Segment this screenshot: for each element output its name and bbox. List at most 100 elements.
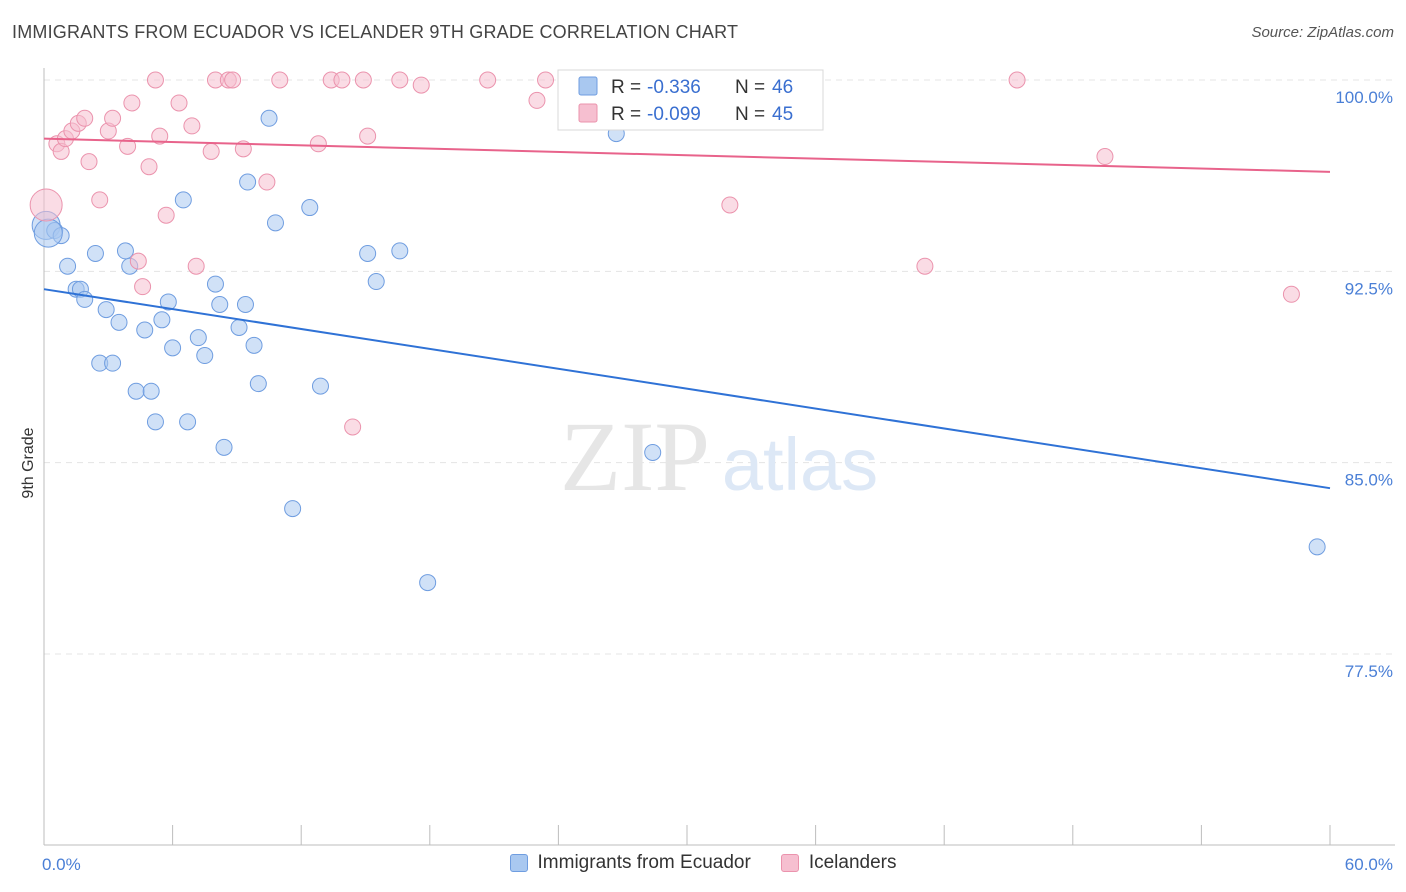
data-point-ecuador <box>644 443 662 461</box>
bottom-legend-label-icelanders: Icelanders <box>808 852 897 873</box>
data-point-ecuador <box>266 214 284 232</box>
data-point-icelander <box>91 191 109 209</box>
data-point-ecuador <box>196 347 214 365</box>
data-point-ecuador <box>164 339 182 357</box>
chart-title: IMMIGRANTS FROM ECUADOR VS ICELANDER 9TH… <box>12 22 739 42</box>
data-point-ecuador <box>301 199 319 217</box>
data-point-icelander <box>916 257 934 275</box>
data-point-ecuador <box>1308 538 1326 556</box>
data-point-ecuador <box>127 382 145 400</box>
legend-r-label-1: R = <box>611 77 641 98</box>
legend-n-value-1: 46 <box>772 77 793 98</box>
data-point-icelander <box>80 153 98 171</box>
data-point-ecuador <box>59 257 77 275</box>
data-point-icelander <box>271 71 289 89</box>
data-point-icelander <box>1282 285 1300 303</box>
y-tick-label: 77.5% <box>1345 662 1393 681</box>
data-point-ecuador <box>33 218 63 248</box>
bottom-legend-item-icelanders: Icelanders <box>780 852 897 874</box>
y-axis-title: 9th Grade <box>20 427 37 498</box>
y-tick-label: 85.0% <box>1345 471 1393 490</box>
data-point-icelander <box>157 206 175 224</box>
data-point-ecuador <box>391 242 409 260</box>
data-point-ecuador <box>367 273 385 291</box>
x-tick-label: 0.0% <box>42 855 81 874</box>
data-point-icelander <box>104 109 122 127</box>
trend-line-ecuador <box>43 288 1331 490</box>
data-point-icelander <box>29 188 63 222</box>
data-point-ecuador <box>97 301 115 319</box>
data-point-ecuador <box>311 377 329 395</box>
data-point-icelander <box>309 135 327 153</box>
data-point-icelander <box>134 278 152 296</box>
data-point-icelander <box>76 109 94 127</box>
data-point-icelander <box>359 127 377 145</box>
stats-legend-box <box>557 69 824 131</box>
data-point-ecuador <box>142 382 160 400</box>
data-point-icelander <box>333 71 351 89</box>
data-point-icelander <box>1008 71 1026 89</box>
data-point-icelander <box>344 418 362 436</box>
data-point-ecuador <box>260 109 278 127</box>
trend-line-icelanders <box>43 137 1331 173</box>
source-label: Source: ZipAtlas.com <box>1251 24 1394 41</box>
data-point-ecuador <box>136 321 154 339</box>
trend-lines <box>43 137 1331 490</box>
bottom-legend-label-ecuador: Immigrants from Ecuador <box>537 852 751 873</box>
data-point-ecuador <box>159 293 177 311</box>
data-point-ecuador <box>104 354 122 372</box>
data-point-icelander <box>119 137 137 155</box>
data-point-icelander <box>146 71 164 89</box>
watermark: ZIP atlas <box>560 401 878 512</box>
data-point-ecuador <box>245 336 263 354</box>
bottom-legend: Immigrants from Ecuador Icelanders <box>0 852 1406 874</box>
data-point-icelander <box>140 158 158 176</box>
legend-r-value-2: -0.099 <box>647 104 701 125</box>
tick-labels: 100.0% 92.5% 85.0% 77.5% 0.0% 60.0% <box>42 88 1393 874</box>
legend-swatch-pink <box>578 103 598 123</box>
data-point-icelander <box>183 117 201 135</box>
data-point-ecuador <box>236 295 254 313</box>
legend-n-value-2: 45 <box>772 104 793 125</box>
data-point-icelander <box>151 127 169 145</box>
data-point-ecuador <box>153 311 171 329</box>
data-point-ecuador <box>86 244 104 262</box>
data-point-ecuador <box>206 275 224 293</box>
data-point-icelander <box>721 196 739 214</box>
data-point-ecuador <box>174 191 192 209</box>
data-point-ecuador <box>215 438 233 456</box>
bottom-legend-swatch-blue <box>509 854 528 872</box>
x-tick-label: 60.0% <box>1345 855 1393 874</box>
data-point-icelander <box>528 91 546 109</box>
data-point-icelander <box>479 71 497 89</box>
y-tick-label: 100.0% <box>1335 88 1393 107</box>
data-point-icelander <box>224 71 242 89</box>
bottom-legend-item-ecuador: Immigrants from Ecuador <box>509 852 751 874</box>
data-point-icelander <box>537 71 555 89</box>
data-point-ecuador <box>284 500 302 518</box>
legend-r-label-2: R = <box>611 104 641 125</box>
data-point-ecuador <box>249 375 267 393</box>
data-point-icelander <box>187 257 205 275</box>
data-point-icelander <box>202 142 220 160</box>
data-point-icelander <box>354 71 372 89</box>
data-point-icelander <box>123 94 141 112</box>
data-point-icelander <box>170 94 188 112</box>
series-icelanders <box>29 71 1300 436</box>
data-point-icelander <box>1096 148 1114 166</box>
axes <box>43 68 1395 846</box>
data-point-ecuador <box>211 295 229 313</box>
data-point-ecuador <box>189 329 207 347</box>
data-point-icelander <box>258 173 276 191</box>
data-point-ecuador <box>419 574 437 592</box>
legend-n-label-1: N = <box>735 77 765 98</box>
stats-legend: R = -0.336 N = 46 R = -0.099 N = 45 <box>557 69 824 131</box>
watermark-zip: ZIP <box>560 401 710 512</box>
bottom-legend-swatch-pink <box>780 854 799 872</box>
data-point-ecuador <box>359 244 377 262</box>
data-point-ecuador <box>239 173 257 191</box>
series-immigrants-ecuador <box>31 109 1326 592</box>
data-point-ecuador <box>146 413 164 431</box>
data-point-ecuador <box>116 242 134 260</box>
